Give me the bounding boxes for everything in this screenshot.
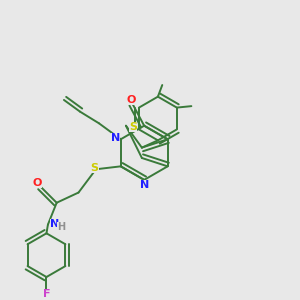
Text: S: S: [129, 122, 137, 132]
Text: H: H: [57, 223, 65, 232]
Text: O: O: [126, 94, 136, 104]
Text: F: F: [43, 289, 50, 299]
Text: N: N: [140, 180, 149, 190]
Text: N: N: [50, 219, 59, 229]
Text: N: N: [111, 134, 120, 143]
Text: S: S: [91, 163, 98, 173]
Text: O: O: [32, 178, 42, 188]
